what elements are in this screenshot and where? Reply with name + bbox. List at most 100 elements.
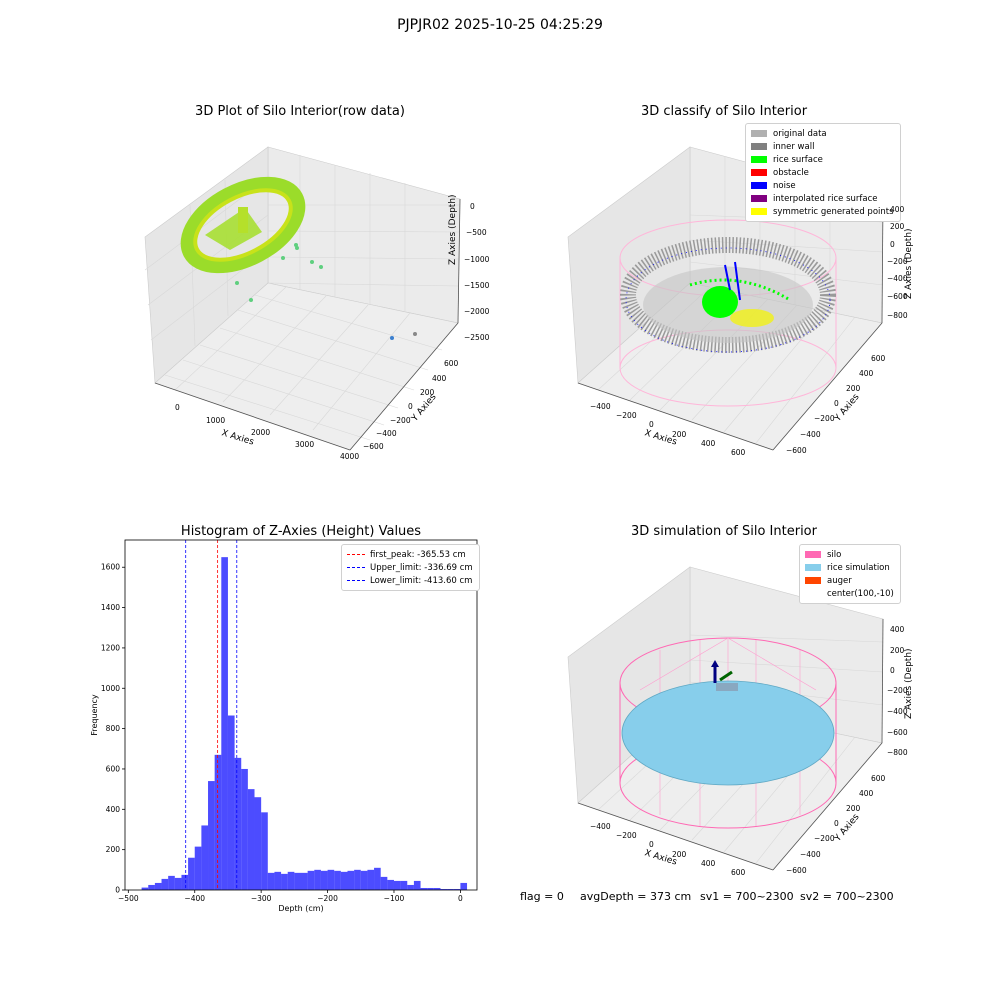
raw-ztick: 0 — [470, 202, 475, 211]
raw-plot-title: 3D Plot of Silo Interior(row data) — [195, 104, 405, 119]
simulation-ytick: 0 — [834, 819, 839, 828]
histogram-title: Histogram of Z-Axies (Height) Values — [180, 524, 422, 539]
classify-ztick: −400 — [887, 274, 908, 283]
raw-ztick: −2000 — [464, 307, 490, 316]
figure-title: PJPJR02 2025-10-25 04:25:29 — [397, 17, 603, 33]
raw-ztick: −2500 — [464, 333, 490, 342]
simulation-ytick: −200 — [814, 834, 835, 843]
raw-ytick: −200 — [390, 416, 411, 425]
legend-line — [347, 567, 365, 568]
classify-ztick: −200 — [887, 257, 908, 266]
simulation-xtick: 400 — [701, 859, 716, 868]
legend-label: obstacle — [773, 167, 809, 178]
simulation-ztick: 400 — [890, 625, 905, 634]
simulation-ytick: 600 — [871, 774, 886, 783]
raw-xtick: 0 — [175, 403, 180, 412]
simulation-zlabel: Z Axies (Depth) — [904, 648, 914, 719]
legend-label: rice simulation — [827, 562, 890, 573]
classify-legend-item: symmetric generated points — [751, 205, 894, 218]
simulation-legend-item: center(100,-10) — [805, 587, 894, 600]
simulation-ztick: 0 — [890, 666, 895, 675]
raw-ytick: −600 — [363, 442, 384, 451]
raw-ztick: −500 — [466, 228, 487, 237]
classify-ztick: 0 — [890, 240, 895, 249]
legend-swatch — [751, 169, 767, 176]
classify-ztick: 400 — [890, 205, 905, 214]
legend-label: silo — [827, 549, 842, 560]
simulation-ztick: −800 — [887, 748, 908, 757]
classify-ytick: −600 — [786, 446, 807, 455]
legend-swatch — [751, 130, 767, 137]
histogram-legend-item: Lower_limit: -413.60 cm — [347, 574, 473, 587]
classify-ztick: −600 — [887, 292, 908, 301]
classify-ytick: 200 — [846, 384, 861, 393]
simulation-legend-item: rice simulation — [805, 561, 894, 574]
classify-legend-item: interpolated rice surface — [751, 192, 894, 205]
simulation-plot-title: 3D simulation of Silo Interior — [631, 524, 817, 539]
simulation-xtick: 0 — [649, 840, 654, 849]
simulation-ztick: 200 — [890, 646, 905, 655]
status-sv1: sv1 = 700~2300 — [700, 890, 794, 903]
classify-ytick: 400 — [859, 369, 874, 378]
legend-label: interpolated rice surface — [773, 193, 878, 204]
histogram-legend-item: first_peak: -365.53 cm — [347, 548, 473, 561]
classify-ztick: −800 — [887, 311, 908, 320]
classify-xtick: 0 — [649, 420, 654, 429]
simulation-ylabel: Y Axies — [832, 812, 862, 844]
classify-ytick: 0 — [834, 399, 839, 408]
simulation-legend-item: silo — [805, 548, 894, 561]
classify-ytick: −200 — [814, 414, 835, 423]
classify-xtick: 200 — [672, 430, 687, 439]
classify-ztick: 200 — [890, 222, 905, 231]
raw-xtick: 1000 — [206, 416, 226, 425]
legend-label: original data — [773, 128, 827, 139]
classify-ytick: 600 — [871, 354, 886, 363]
raw-ytick: 600 — [444, 359, 459, 368]
legend-line — [347, 554, 365, 555]
legend-label: noise — [773, 180, 796, 191]
classify-legend-item: obstacle — [751, 166, 894, 179]
raw-ztick: −1500 — [464, 281, 490, 290]
legend-swatch — [805, 551, 821, 558]
simulation-xtick: 600 — [731, 868, 746, 877]
legend-label: rice surface — [773, 154, 823, 165]
simulation-xtick: −200 — [616, 831, 637, 840]
legend-swatch — [751, 195, 767, 202]
classify-ytick: −400 — [800, 430, 821, 439]
legend-label: center(100,-10) — [827, 588, 894, 599]
simulation-ytick: −400 — [800, 850, 821, 859]
simulation-ztick: −200 — [887, 686, 908, 695]
raw-ztick: −1000 — [464, 255, 490, 264]
status-avg-depth: avgDepth = 373 cm — [580, 890, 692, 903]
raw-xtick: 4000 — [340, 452, 360, 461]
legend-label: Lower_limit: -413.60 cm — [370, 575, 473, 586]
simulation-ztick: −400 — [887, 707, 908, 716]
legend-label: Upper_limit: -336.69 cm — [370, 562, 473, 573]
simulation-ztick: −600 — [887, 728, 908, 737]
simulation-xtick: −400 — [590, 822, 611, 831]
classify-xtick: −200 — [616, 411, 637, 420]
raw-ytick: 200 — [420, 388, 435, 397]
legend-swatch — [751, 156, 767, 163]
status-sv2: sv2 = 700~2300 — [800, 890, 894, 903]
classify-xtick: −400 — [590, 402, 611, 411]
classify-xtick: 400 — [701, 439, 716, 448]
classify-legend-item: rice surface — [751, 153, 894, 166]
simulation-ytick: 400 — [859, 789, 874, 798]
legend-swatch — [751, 143, 767, 150]
legend-label: first_peak: -365.53 cm — [370, 549, 466, 560]
classify-legend-item: inner wall — [751, 140, 894, 153]
classify-legend-item: original data — [751, 127, 894, 140]
raw-xtick: 3000 — [295, 440, 315, 449]
legend-swatch — [751, 208, 767, 215]
legend-label: inner wall — [773, 141, 815, 152]
legend-swatch — [805, 564, 821, 571]
legend-label: auger — [827, 575, 852, 586]
simulation-ytick: −600 — [786, 866, 807, 875]
status-flag: flag = 0 — [520, 890, 564, 903]
simulation-ytick: 200 — [846, 804, 861, 813]
legend-line — [347, 580, 365, 581]
